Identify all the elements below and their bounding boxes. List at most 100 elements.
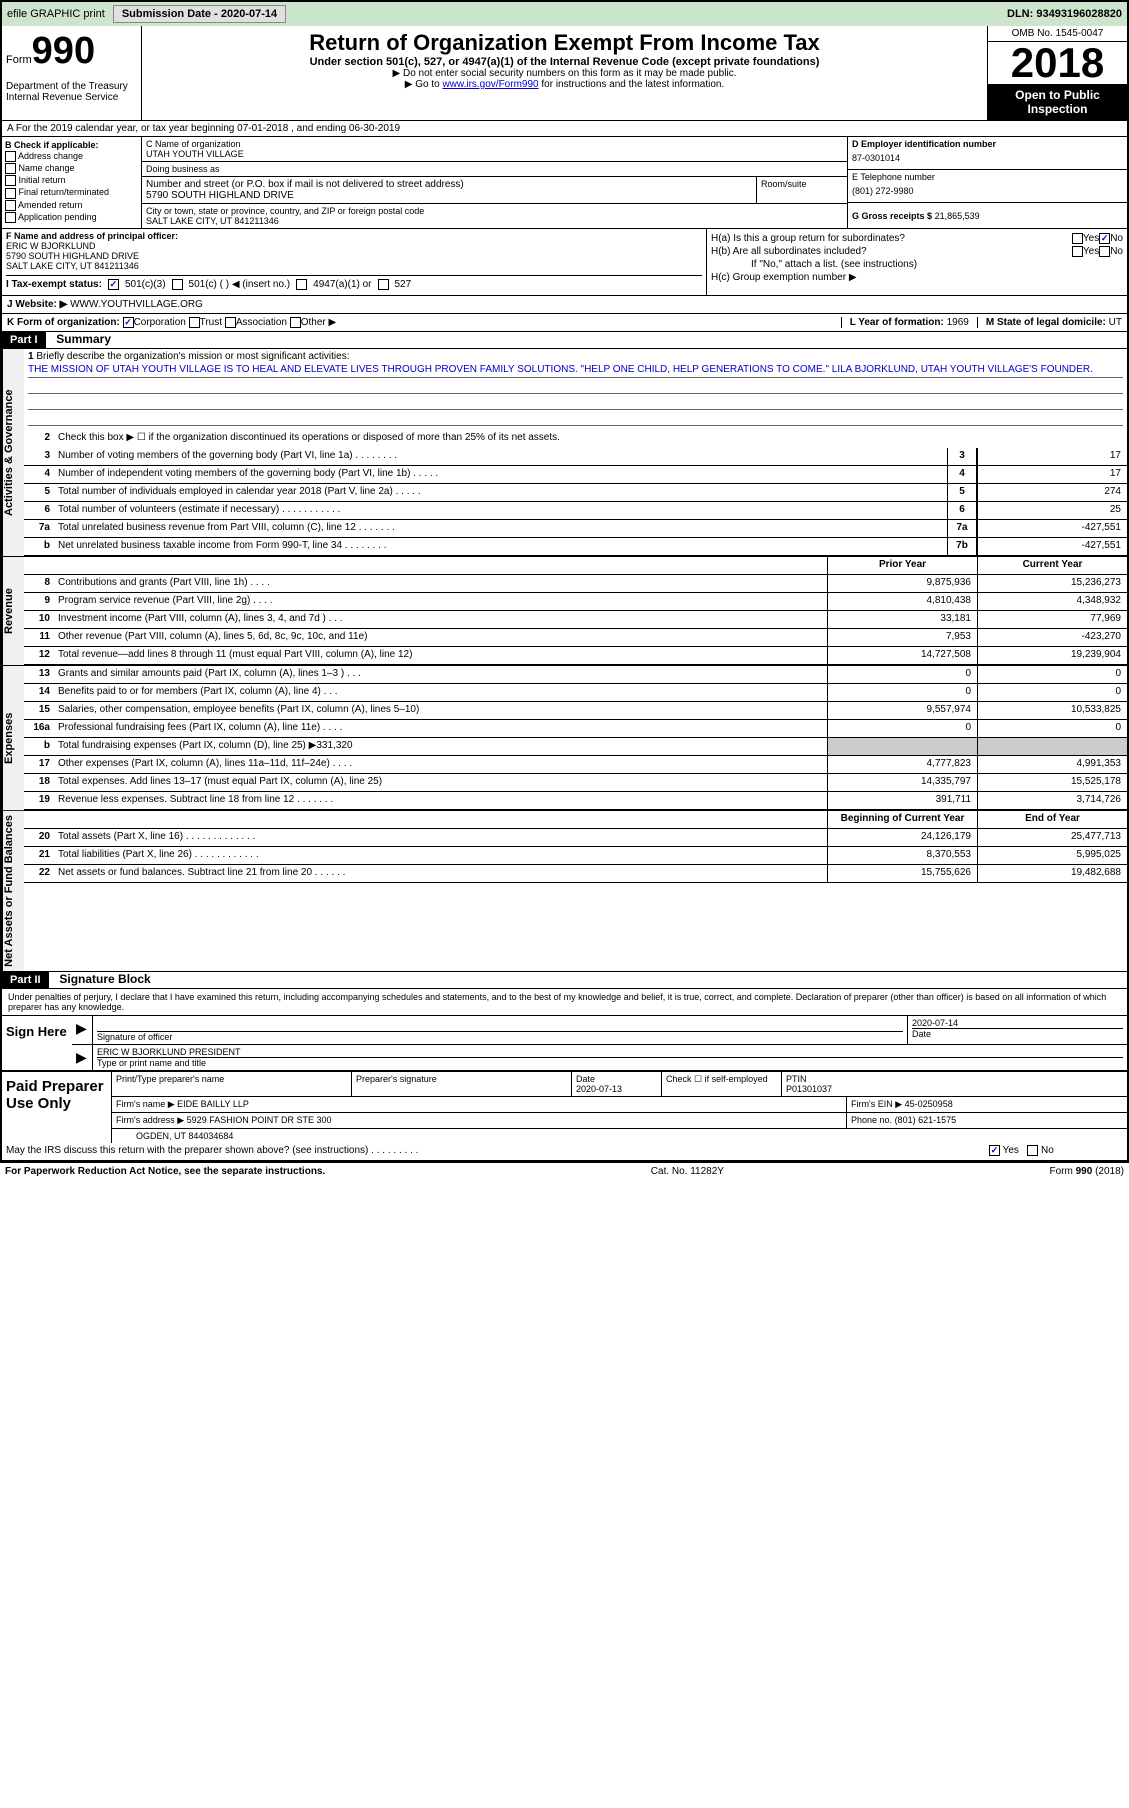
officer-signed: ERIC W BJORKLUND PRESIDENT — [97, 1047, 1123, 1058]
preparer-label: Paid Preparer Use Only — [2, 1072, 112, 1143]
cb-address-change[interactable]: Address change — [5, 151, 138, 162]
sign-here-label: Sign Here — [2, 1016, 72, 1070]
table-row: 13Grants and similar amounts paid (Part … — [24, 666, 1127, 684]
city-state-zip: SALT LAKE CITY, UT 841211346 — [146, 216, 843, 226]
subtitle: Under section 501(c), 527, or 4947(a)(1)… — [146, 56, 983, 68]
form-title: Return of Organization Exempt From Incom… — [146, 30, 983, 56]
form-container: efile GRAPHIC print Submission Date - 20… — [0, 0, 1129, 1163]
part1-title: Summary — [48, 330, 119, 348]
table-row: 12Total revenue—add lines 8 through 11 (… — [24, 647, 1127, 665]
sign-here-block: Sign Here ▶ Signature of officer 2020-07… — [2, 1015, 1127, 1071]
footer: For Paperwork Reduction Act Notice, see … — [0, 1163, 1129, 1180]
cb-501c3[interactable] — [108, 279, 119, 290]
officer-name: ERIC W BJORKLUND — [6, 241, 702, 251]
row-a: A For the 2019 calendar year, or tax yea… — [2, 121, 1127, 137]
pra-notice: For Paperwork Reduction Act Notice, see … — [5, 1166, 325, 1177]
col-f: F Name and address of principal officer:… — [2, 229, 707, 295]
col-c: C Name of organization UTAH YOUTH VILLAG… — [142, 137, 847, 228]
mission-text: THE MISSION OF UTAH YOUTH VILLAGE IS TO … — [28, 364, 1123, 378]
firm-ein: 45-0250958 — [905, 1099, 953, 1109]
table-row: 5Total number of individuals employed in… — [24, 484, 1127, 502]
top-bar: efile GRAPHIC print Submission Date - 20… — [2, 2, 1127, 26]
dept-treasury: Department of the Treasury Internal Reve… — [6, 81, 137, 103]
col-deg: D Employer identification number 87-0301… — [847, 137, 1127, 228]
website: WWW.YOUTHVILLAGE.ORG — [70, 299, 203, 310]
declaration: Under penalties of perjury, I declare th… — [2, 989, 1127, 1015]
section-bcdeg: B Check if applicable: Address change Na… — [2, 137, 1127, 229]
tax-year: 2018 — [988, 42, 1127, 84]
table-row: 11Other revenue (Part VIII, column (A), … — [24, 629, 1127, 647]
cb-final-return[interactable]: Final return/terminated — [5, 187, 138, 198]
firm-phone: (801) 621-1575 — [895, 1115, 957, 1125]
dln: DLN: 93493196028820 — [1007, 8, 1122, 20]
cb-discuss-no[interactable] — [1027, 1145, 1038, 1156]
table-row: 8Contributions and grants (Part VIII, li… — [24, 575, 1127, 593]
header-row: Form990 Department of the Treasury Inter… — [2, 26, 1127, 121]
org-name: UTAH YOUTH VILLAGE — [146, 149, 843, 159]
arrow-icon: ▶ — [76, 1049, 87, 1065]
table-row: 7aTotal unrelated business revenue from … — [24, 520, 1127, 538]
table-row: 21Total liabilities (Part X, line 26) . … — [24, 847, 1127, 865]
cb-corp[interactable] — [123, 317, 134, 328]
col-b: B Check if applicable: Address change Na… — [2, 137, 142, 228]
ptin: P01301037 — [786, 1084, 1123, 1094]
street-address: 5790 SOUTH HIGHLAND DRIVE — [146, 190, 752, 201]
state-domicile: UT — [1109, 317, 1122, 328]
form-box: Form990 Department of the Treasury Inter… — [2, 26, 142, 120]
table-row: 10Investment income (Part VIII, column (… — [24, 611, 1127, 629]
table-row: 15Salaries, other compensation, employee… — [24, 702, 1127, 720]
firm-name: EIDE BAILLY LLP — [177, 1099, 249, 1109]
note-ssn: ▶ Do not enter social security numbers o… — [146, 68, 983, 79]
cb-527[interactable] — [378, 279, 389, 290]
title-box: Return of Organization Exempt From Incom… — [142, 26, 987, 120]
part2-hdr: Part II — [2, 972, 49, 988]
table-row: 3Number of voting members of the governi… — [24, 448, 1127, 466]
table-row: 18Total expenses. Add lines 13–17 (must … — [24, 774, 1127, 792]
vtab-netassets: Net Assets or Fund Balances — [2, 811, 24, 971]
irs-link[interactable]: www.irs.gov/Form990 — [442, 79, 538, 90]
submission-date-btn[interactable]: Submission Date - 2020-07-14 — [113, 5, 286, 23]
ein: 87-0301014 — [852, 149, 1123, 167]
table-row: 22Net assets or fund balances. Subtract … — [24, 865, 1127, 883]
table-row: bTotal fundraising expenses (Part IX, co… — [24, 738, 1127, 756]
row-j: J Website: ▶ WWW.YOUTHVILLAGE.ORG — [2, 296, 1127, 314]
col-h: H(a) Is this a group return for subordin… — [707, 229, 1127, 295]
cb-501c[interactable] — [172, 279, 183, 290]
efile-label: efile GRAPHIC print — [7, 8, 105, 20]
part1-hdr: Part I — [2, 332, 46, 348]
sign-date: 2020-07-14 — [912, 1018, 1123, 1029]
table-row: 4Number of independent voting members of… — [24, 466, 1127, 484]
form-version: Form 990 (2018) — [1050, 1166, 1124, 1177]
year-formation: 1969 — [947, 317, 969, 328]
room-suite: Room/suite — [757, 177, 847, 203]
discuss-row: May the IRS discuss this return with the… — [2, 1143, 1127, 1161]
phone: (801) 272-9980 — [852, 182, 1123, 200]
table-row: 17Other expenses (Part IX, column (A), l… — [24, 756, 1127, 774]
expenses-section: Expenses 13Grants and similar amounts pa… — [2, 666, 1127, 811]
table-row: bNet unrelated business taxable income f… — [24, 538, 1127, 556]
table-row: 19Revenue less expenses. Subtract line 1… — [24, 792, 1127, 810]
gross-receipts: 21,865,539 — [935, 211, 980, 221]
cb-name-change[interactable]: Name change — [5, 163, 138, 174]
cb-initial-return[interactable]: Initial return — [5, 175, 138, 186]
table-row: 16aProfessional fundraising fees (Part I… — [24, 720, 1127, 738]
preparer-block: Paid Preparer Use Only Print/Type prepar… — [2, 1071, 1127, 1143]
table-row: 9Program service revenue (Part VIII, lin… — [24, 593, 1127, 611]
cb-amended[interactable]: Amended return — [5, 200, 138, 211]
section-fh: F Name and address of principal officer:… — [2, 229, 1127, 296]
netassets-section: Net Assets or Fund Balances Beginning of… — [2, 811, 1127, 972]
table-row: 6Total number of volunteers (estimate if… — [24, 502, 1127, 520]
cb-ha-no[interactable] — [1099, 233, 1110, 244]
open-inspection: Open to Public Inspection — [988, 84, 1127, 120]
cb-application-pending[interactable]: Application pending — [5, 212, 138, 223]
year-box: OMB No. 1545-0047 2018 Open to Public In… — [987, 26, 1127, 120]
vtab-revenue: Revenue — [2, 557, 24, 665]
cat-no: Cat. No. 11282Y — [651, 1166, 724, 1177]
arrow-icon: ▶ — [76, 1020, 87, 1036]
revenue-section: Revenue Prior YearCurrent Year 8Contribu… — [2, 557, 1127, 666]
row-k: K Form of organization: Corporation Trus… — [2, 314, 1127, 332]
part2-title: Signature Block — [51, 970, 158, 988]
cb-discuss-yes[interactable] — [989, 1145, 1000, 1156]
note-link: ▶ Go to www.irs.gov/Form990 for instruct… — [146, 79, 983, 90]
cb-4947[interactable] — [296, 279, 307, 290]
